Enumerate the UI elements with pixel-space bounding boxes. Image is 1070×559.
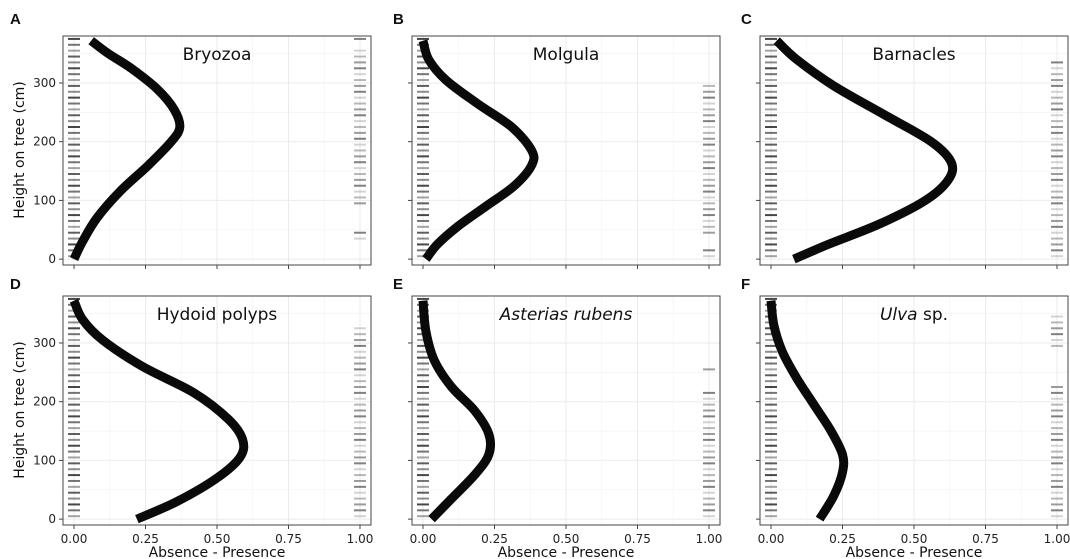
panel-letter: E — [393, 276, 403, 293]
x-tick-label: 1.00 — [347, 532, 374, 546]
x-tick-label: 0.50 — [204, 532, 231, 546]
panel-title: Hydoid polyps — [157, 305, 278, 325]
fit-curve — [69, 37, 185, 262]
x-tick-label: 0.75 — [972, 532, 999, 546]
x-tick-label: 0.25 — [829, 532, 856, 546]
panel-letter: D — [10, 276, 21, 293]
y-tick-label: 200 — [33, 135, 56, 149]
x-tick-label: 0.75 — [624, 532, 651, 546]
panel-letter: C — [741, 11, 752, 28]
x-tick-label: 1.00 — [1044, 532, 1070, 546]
rug-marks — [417, 37, 715, 258]
fit-curve — [69, 298, 249, 524]
y-axis-title: Height on tree (cm) — [12, 341, 28, 479]
fit-curve — [766, 300, 849, 522]
panel-d: D Hydoid polyps 0 100 200 300 0.00 0.25 0.50 0.75… — [10, 276, 373, 559]
x-axis-title: Absence - Presence — [149, 545, 286, 559]
y-tick-label: 0 — [48, 512, 56, 526]
panel-letter: B — [393, 11, 404, 28]
panel-f: F Ulva sp. 0.00 0.25 0.50 0.75 1.00 Absence - P… — [741, 276, 1070, 559]
y-tick-label: 100 — [33, 193, 56, 207]
x-tick-label: 0.25 — [132, 532, 159, 546]
y-tick-label: 0 — [48, 252, 56, 266]
x-tick-label: 0.00 — [410, 532, 437, 546]
fit-curve — [418, 39, 539, 262]
panel-title: Asterias rubens — [499, 305, 633, 325]
y-tick-label: 200 — [33, 395, 56, 409]
fit-curve — [418, 300, 496, 523]
y-axis-title: Height on tree (cm) — [12, 81, 28, 219]
x-axis-title: Absence - Presence — [846, 545, 983, 559]
fit-curve — [773, 37, 958, 264]
panel-e: E Asterias rubens 0.00 0.25 0.50 0.75 1.00 Abse… — [393, 276, 722, 559]
panel-a: A Bryozoa 0 100 200 300 Height on tree (cm) — [10, 11, 372, 269]
x-tick-label: 0.50 — [553, 532, 580, 546]
panel-title: Ulva sp. — [880, 305, 948, 325]
y-tick-label: 100 — [33, 453, 56, 467]
panel-title: Barnacles — [872, 45, 955, 65]
x-axis-title: Absence - Presence — [498, 545, 635, 559]
x-tick-label: 1.00 — [696, 532, 723, 546]
rug-marks — [68, 297, 366, 518]
panel-title-rest: sp. — [918, 305, 948, 325]
x-tick-label: 0.00 — [61, 532, 88, 546]
y-tick-label: 300 — [33, 336, 56, 350]
x-tick-label: 0.00 — [758, 532, 785, 546]
panel-title: Molgula — [533, 45, 600, 65]
gridlines — [760, 296, 1068, 525]
panel-title: Bryozoa — [183, 45, 252, 65]
rug-marks — [68, 37, 366, 258]
panel-c: C Barnacles — [741, 11, 1069, 269]
panel-letter: F — [741, 276, 750, 293]
rug-marks — [765, 297, 1063, 518]
panel-letter: A — [10, 11, 21, 28]
x-tick-label: 0.75 — [275, 532, 302, 546]
panel-title-italic: Asterias rubens — [499, 305, 633, 325]
rug-marks — [765, 37, 1063, 258]
x-tick-label: 0.50 — [901, 532, 928, 546]
y-tick-label: 300 — [33, 76, 56, 90]
x-tick-label: 0.25 — [481, 532, 508, 546]
panel-title-italic: Ulva — [880, 305, 918, 325]
panel-b: B Molgula — [393, 11, 721, 269]
gridlines — [63, 36, 371, 265]
gridlines — [412, 36, 720, 265]
